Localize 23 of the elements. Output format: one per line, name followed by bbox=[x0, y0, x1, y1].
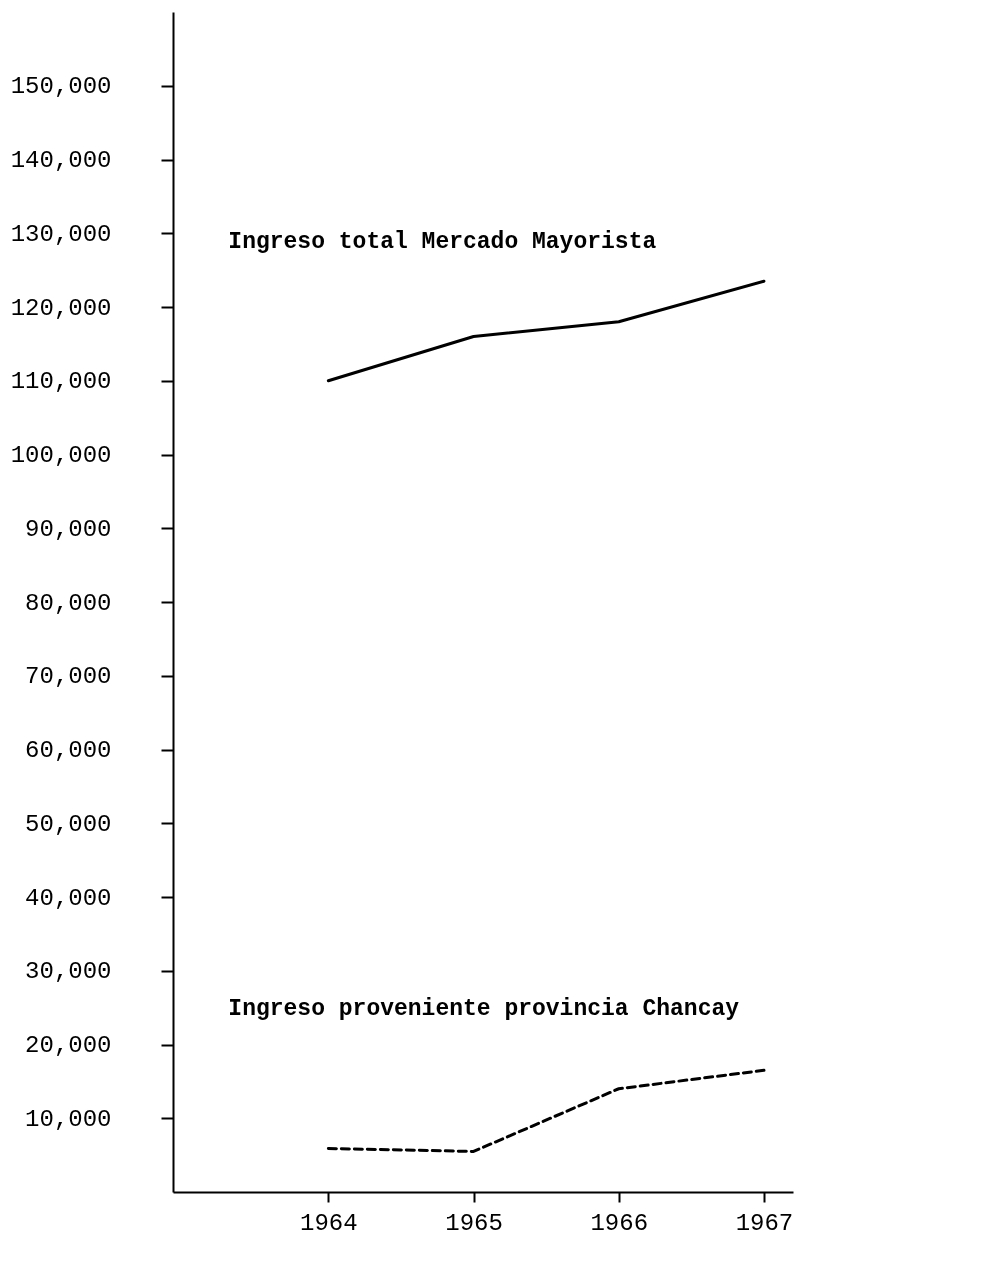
line-series bbox=[326, 279, 766, 383]
x-tick-label: 1967 bbox=[735, 1209, 794, 1237]
y-tick-label: 30,000 bbox=[25, 958, 112, 986]
x-tick-label: 1966 bbox=[590, 1209, 649, 1237]
y-tick-label: 100,000 bbox=[10, 442, 112, 469]
y-tick-label: 50,000 bbox=[25, 810, 112, 838]
text: Ingreso proveniente provincia Chancay bbox=[228, 996, 740, 1023]
text: Ingreso total Mercado Mayorista bbox=[228, 228, 657, 255]
y-tick-label: 110,000 bbox=[10, 368, 112, 396]
y-tick-label: 40,000 bbox=[25, 884, 112, 912]
y-tick-label: 120,000 bbox=[10, 294, 112, 322]
y-tick-label: 20,000 bbox=[25, 1032, 112, 1059]
x-tick-label: 1965 bbox=[445, 1209, 503, 1237]
y-tick-label: 130,000 bbox=[10, 220, 112, 248]
y-tick-label: 90,000 bbox=[25, 515, 112, 543]
x-tick-label: 1964 bbox=[300, 1209, 358, 1237]
y-tick-label: 150,000 bbox=[10, 73, 112, 101]
y-tick-label: 60,000 bbox=[25, 737, 112, 764]
y-tick-label: 10,000 bbox=[25, 1105, 112, 1133]
y-tick-label: 70,000 bbox=[25, 663, 112, 691]
y-tick-label: 140,000 bbox=[10, 147, 112, 174]
y-tick-label: 80,000 bbox=[25, 589, 112, 617]
line-series bbox=[326, 1068, 766, 1153]
